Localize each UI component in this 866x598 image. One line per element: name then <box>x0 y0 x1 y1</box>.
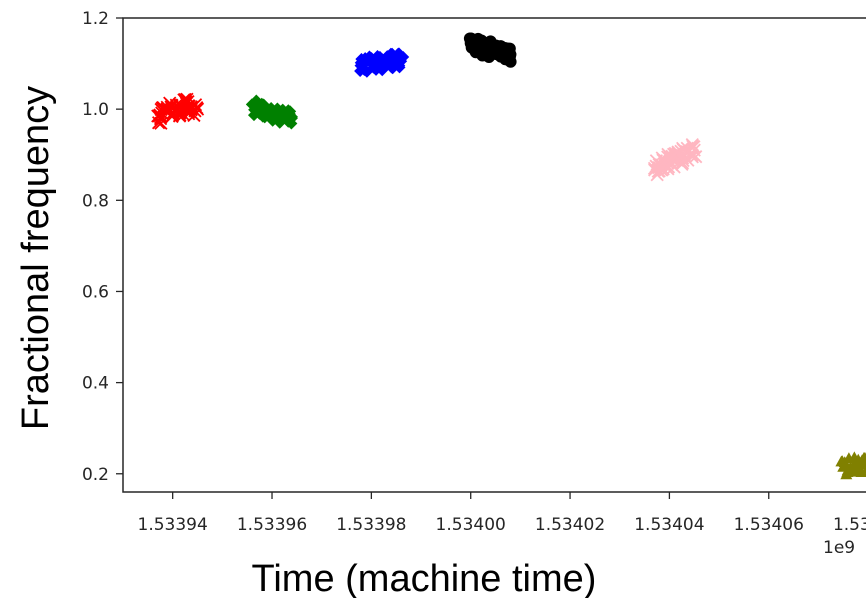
ticks-layer: 1.53394 1.53396 1.53398 1.53400 1.53402 1.534… <box>82 9 866 535</box>
data-point <box>686 139 700 153</box>
data-point <box>499 53 512 66</box>
data-point <box>848 451 861 463</box>
x-tick-label: 1.53394 <box>138 515 208 535</box>
data-point <box>188 104 202 118</box>
data-point <box>835 455 848 467</box>
series-2 <box>354 47 410 78</box>
data-point <box>392 53 405 66</box>
x-tick-label: 1.53398 <box>336 515 406 535</box>
data-point <box>861 466 866 474</box>
data-point <box>661 160 676 174</box>
data-point <box>482 51 495 64</box>
data-point <box>285 117 298 130</box>
y-tick-label: 1.0 <box>82 100 109 120</box>
series-3 <box>463 32 517 68</box>
data-point <box>358 63 371 76</box>
series-4 <box>647 138 703 182</box>
series-1 <box>245 94 298 130</box>
data-point <box>858 453 866 465</box>
data-point <box>386 62 399 75</box>
x-axis-title: Time (machine time) <box>252 558 597 598</box>
data-point <box>373 61 386 74</box>
y-tick-label: 0.2 <box>82 465 109 485</box>
series-0 <box>151 92 205 130</box>
y-tick-label: 0.4 <box>82 374 109 394</box>
y-tick-label: 1.2 <box>82 9 109 29</box>
plot-frame <box>122 17 866 493</box>
x-tick-label: 1.53400 <box>436 515 506 535</box>
data-point <box>685 150 699 164</box>
data-point <box>184 103 198 117</box>
data-point <box>656 153 670 167</box>
data-point <box>463 32 476 45</box>
x-offset-label: 1e9 <box>823 538 855 558</box>
x-tick-label: 1.53404 <box>634 515 704 535</box>
data-point <box>355 53 368 66</box>
y-axis-title: Fractional frequency <box>15 86 57 430</box>
data-point <box>848 465 861 477</box>
x-tick-label: 1.53396 <box>237 515 307 535</box>
data-point <box>275 109 288 122</box>
y-tick-label: 0.8 <box>82 191 109 211</box>
y-tick-label: 0.6 <box>82 282 109 302</box>
points-layer <box>151 32 866 480</box>
x-tick-label: 1.53402 <box>535 515 605 535</box>
x-tick-label: 1.53408 <box>833 515 866 535</box>
data-point <box>498 41 511 54</box>
data-point <box>465 41 478 54</box>
series-5 <box>835 451 866 480</box>
x-tick-label: 1.53406 <box>734 515 804 535</box>
data-point <box>266 114 279 127</box>
